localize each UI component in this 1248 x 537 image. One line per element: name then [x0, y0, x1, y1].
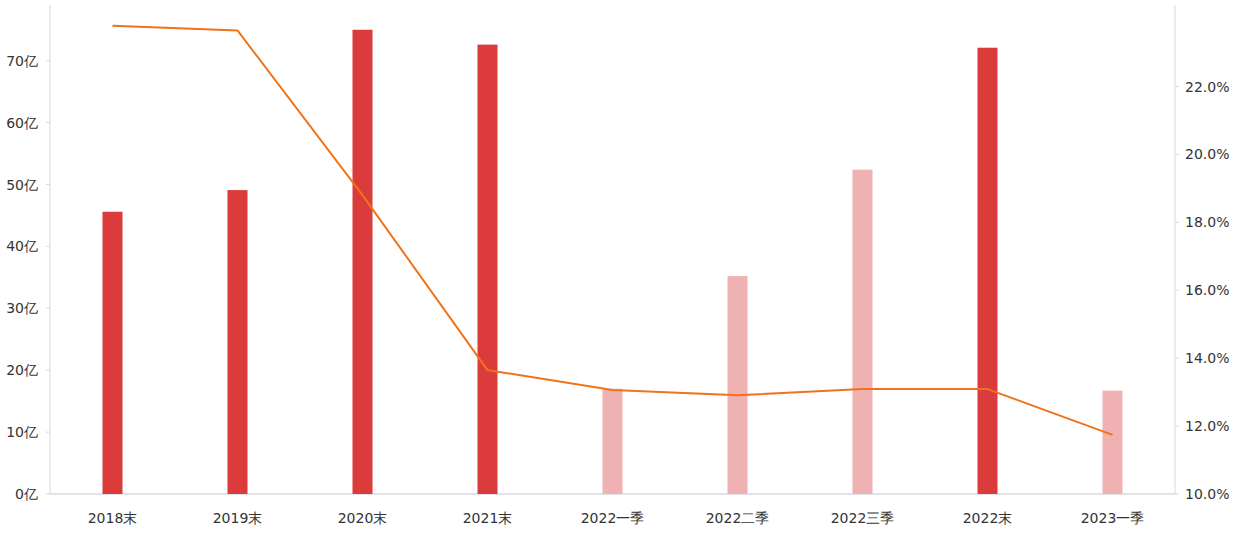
bar [228, 190, 248, 494]
y2-axis-line [1175, 5, 1176, 494]
y-axis-line [50, 5, 51, 494]
y-tick-label: 0亿 [15, 486, 38, 502]
y2-tick [1175, 290, 1179, 291]
y-tick [46, 494, 50, 495]
x-tick-label: 2022三季 [831, 510, 895, 526]
y-tick-label: 10亿 [6, 424, 38, 440]
y-tick [46, 246, 50, 247]
y-tick-label: 70亿 [6, 53, 38, 69]
bar [1103, 391, 1123, 494]
chart-svg: 0亿 10亿 20亿 30亿 40亿 50亿 60亿 70亿 10.0% 12.0% 14.0% 16… [0, 0, 1248, 537]
bar [353, 30, 373, 494]
y2-tick-label: 18.0% [1185, 214, 1229, 230]
y2-tick-label: 16.0% [1185, 282, 1229, 298]
y-tick [46, 308, 50, 309]
y-tick [46, 432, 50, 433]
y-tick [46, 60, 50, 61]
x-tick-label: 2021末 [463, 510, 513, 526]
x-tick-label: 2018末 [88, 510, 138, 526]
x-tick-label: 2022末 [963, 510, 1013, 526]
y2-tick [1175, 494, 1179, 495]
chart-container: 0亿 10亿 20亿 30亿 40亿 50亿 60亿 70亿 10.0% 12.0% 14.0% 16… [0, 0, 1248, 537]
x-tick-label: 2019末 [213, 510, 263, 526]
y-tick-label: 60亿 [6, 115, 38, 131]
y2-tick-label: 20.0% [1185, 146, 1229, 162]
y2-tick [1175, 86, 1179, 87]
x-tick-label: 2023一季 [1081, 510, 1145, 526]
y-tick-label: 50亿 [6, 177, 38, 193]
y-tick-label: 20亿 [6, 362, 38, 378]
y2-tick [1175, 154, 1179, 155]
y-tick [46, 370, 50, 371]
bar [853, 170, 873, 494]
y-tick [46, 184, 50, 185]
bar [978, 48, 998, 494]
y2-tick [1175, 426, 1179, 427]
y2-tick-label: 14.0% [1185, 350, 1229, 366]
line [113, 26, 1113, 435]
bar [728, 276, 748, 494]
y2-tick-label: 10.0% [1185, 486, 1229, 502]
y2-tick-label: 22.0% [1185, 79, 1229, 95]
bar [603, 389, 623, 494]
bar [478, 45, 498, 494]
y-tick-label: 40亿 [6, 238, 38, 254]
x-tick-label: 2022二季 [706, 510, 770, 526]
x-tick-label: 2020末 [338, 510, 388, 526]
plot-area [103, 26, 1123, 494]
y-tick [46, 122, 50, 123]
bar [103, 212, 123, 494]
y-tick-label: 30亿 [6, 300, 38, 316]
y2-tick [1175, 222, 1179, 223]
y2-tick [1175, 358, 1179, 359]
y2-tick-label: 12.0% [1185, 418, 1229, 434]
x-tick-label: 2022一季 [581, 510, 645, 526]
